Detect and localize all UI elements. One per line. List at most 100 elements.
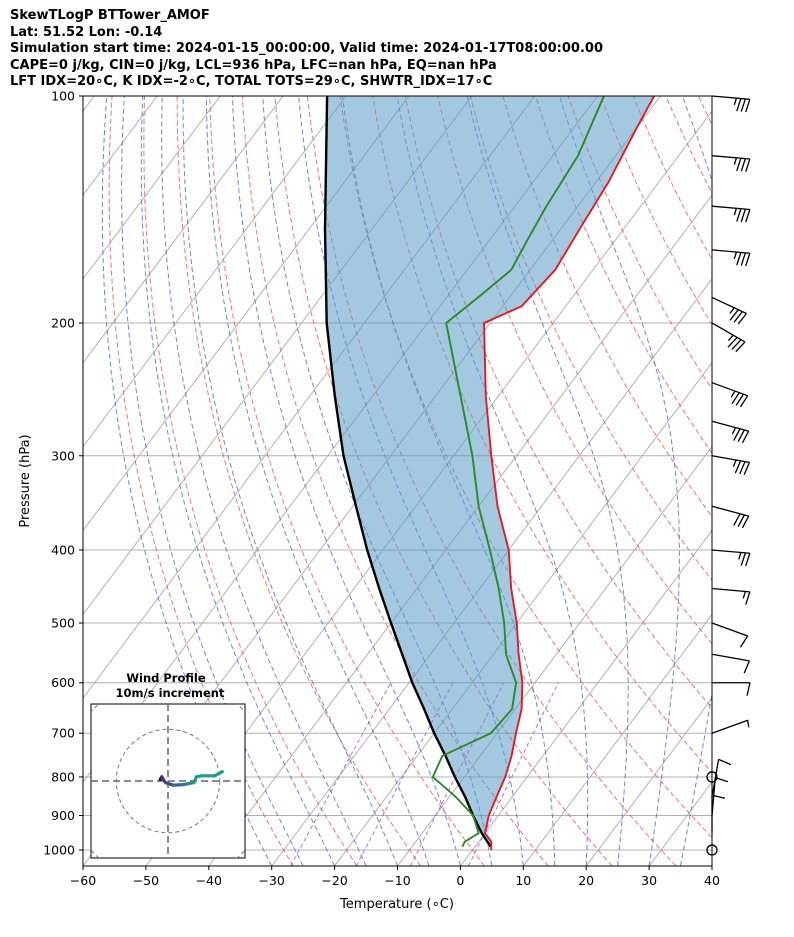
barb-flag (746, 682, 751, 696)
hodograph-inset (90, 703, 246, 859)
isotherm-line (522, 613, 712, 866)
barb-flag (740, 98, 746, 112)
barb-staff (711, 719, 748, 734)
x-tick-label: 20 (578, 873, 594, 888)
barb-staff (711, 95, 750, 100)
isotherm-line (83, 96, 95, 112)
barb-half-flag (731, 427, 737, 435)
barb-flag (715, 777, 729, 783)
isotherm-line (711, 865, 712, 866)
wind-barb-layer (706, 95, 751, 856)
barb-flag (737, 313, 747, 325)
barb-flag (736, 98, 742, 112)
barb-flag (745, 99, 751, 113)
barb-flag (711, 794, 726, 799)
isotherm-line (83, 96, 347, 448)
barb-staff (711, 249, 750, 254)
isotherm-line (460, 529, 712, 866)
isotherm-line (271, 278, 712, 866)
x-tick-label: 10 (515, 873, 531, 888)
x-tick-label: −40 (196, 873, 222, 888)
barb-flag (740, 158, 746, 172)
barb-staff (711, 455, 750, 463)
moist-adiabat-line (232, 96, 461, 866)
wind-barb (711, 155, 751, 172)
barb-flag (745, 253, 751, 267)
dry-adiabat-line (535, 96, 712, 454)
barb-flag (727, 337, 738, 348)
x-tick-label: 30 (641, 873, 657, 888)
wind-barb (711, 622, 749, 648)
x-tick-label: −20 (321, 873, 347, 888)
hodograph-segment (212, 770, 224, 778)
x-tick-label: 40 (704, 873, 720, 888)
chart-header: SkewTLogP BTTower_AMOF Lat: 51.52 Lon: -… (10, 8, 603, 91)
isotherm-line (208, 194, 712, 866)
inset-title: Wind Profile (126, 671, 206, 685)
barb-staff (711, 505, 749, 517)
wind-barb (711, 205, 751, 223)
index-line: LFT IDX=20∘C, K IDX=-2∘C, TOTAL TOTS=29∘… (10, 74, 493, 89)
dry-adiabat-line (502, 96, 712, 518)
moist-adiabat-line (262, 96, 493, 866)
barb-staff (711, 322, 746, 343)
barb-half-flag (747, 720, 750, 728)
chart-title: SkewTLogP BTTower_AMOF (10, 8, 210, 23)
barb-half-flag (727, 334, 734, 341)
dry-adiabat-line (404, 96, 712, 709)
isotherm-line (83, 96, 284, 364)
barb-half-flag (730, 390, 736, 398)
wind-barb (711, 505, 750, 529)
wind-barb (711, 95, 751, 113)
barb-flag (718, 758, 732, 766)
dry-adiabat-line (600, 96, 712, 326)
barb-flag (731, 339, 742, 350)
isotherm-line (83, 96, 410, 532)
barb-flag (733, 311, 743, 323)
barb-staff (711, 622, 748, 637)
barb-flag (736, 252, 742, 266)
wind-barb (711, 382, 749, 408)
barb-staff (711, 549, 750, 554)
dry-adiabat-line (697, 96, 712, 127)
moist-adiabat-line (711, 863, 712, 866)
barb-flag (745, 209, 751, 223)
barb-flag (743, 660, 751, 674)
barb-half-flag (732, 459, 737, 467)
moist-adiabat-line (140, 96, 336, 866)
barb-flag (745, 591, 751, 605)
dry-adiabat-line (469, 96, 712, 581)
barb-staff (711, 382, 748, 397)
mixing-ratio-line (468, 682, 559, 866)
mixing-ratio-line (290, 682, 392, 866)
barb-flag (740, 552, 746, 566)
barb-half-flag (733, 97, 738, 106)
wind-barb (711, 587, 751, 605)
barb-half-flag (733, 208, 738, 216)
barb-half-flag (733, 251, 738, 260)
parcel-profile-line (323, 96, 492, 848)
wind-barb (711, 549, 751, 567)
barb-flag (740, 208, 746, 222)
barb-flag (731, 392, 740, 405)
isotherm-line (648, 781, 712, 866)
dry-adiabat-line (665, 96, 712, 194)
barb-flag (735, 341, 746, 353)
dry-adiabat-line (632, 96, 712, 261)
dry-adiabat-line (764, 96, 794, 866)
isotherm-line (585, 697, 712, 866)
dry-adiabat-line (143, 96, 358, 866)
x-tick-label: 0 (456, 873, 464, 888)
barb-staff (711, 205, 750, 211)
hodograph-segment (181, 780, 196, 787)
barb-flag (740, 252, 746, 266)
barb-flag (736, 158, 742, 172)
y-tick-label: 200 (51, 315, 75, 330)
barb-flag (733, 428, 741, 441)
isotherm-line (83, 96, 221, 280)
barb-staff (711, 587, 750, 593)
x-tick-label: −30 (259, 873, 285, 888)
barb-flag (745, 553, 751, 567)
cape-fill-layer (325, 96, 655, 850)
barb-flag (734, 460, 742, 474)
